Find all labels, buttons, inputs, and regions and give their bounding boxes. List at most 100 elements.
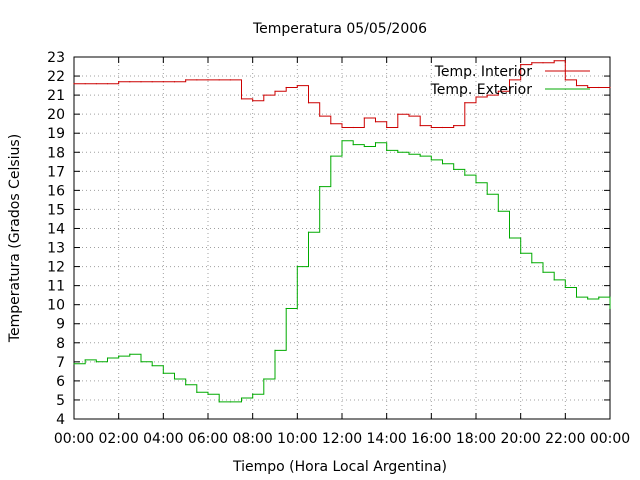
x-tick-label: 12:00 <box>322 431 362 447</box>
data-point <box>598 296 600 298</box>
data-point <box>307 231 310 233</box>
data-point <box>475 96 477 98</box>
data-point <box>330 155 332 157</box>
y-tick-label: 5 <box>56 393 65 409</box>
data-point <box>441 163 444 165</box>
data-point <box>609 307 611 310</box>
data-point <box>453 168 455 171</box>
data-point <box>196 79 198 81</box>
data-point <box>587 298 589 300</box>
y-tick-label: 17 <box>47 164 65 180</box>
data-point <box>252 100 254 102</box>
data-point <box>419 124 421 127</box>
data-point <box>497 210 499 212</box>
data-point <box>140 361 142 363</box>
data-point <box>129 81 131 83</box>
data-point <box>587 86 589 89</box>
y-tick-label: 18 <box>47 145 65 161</box>
series-line-exterior <box>74 140 611 403</box>
data-point <box>341 126 343 129</box>
data-point <box>296 265 298 268</box>
data-point <box>542 62 544 64</box>
x-tick-label: 14:00 <box>366 431 406 447</box>
y-tick-label: 4 <box>56 412 65 428</box>
data-point <box>575 84 578 87</box>
y-tick-label: 12 <box>47 260 65 276</box>
data-point <box>106 83 109 85</box>
data-point <box>173 378 176 380</box>
data-point <box>497 90 499 92</box>
y-tick-label: 13 <box>47 241 65 257</box>
data-point <box>240 397 243 399</box>
data-point <box>296 84 298 87</box>
data-point <box>229 79 231 81</box>
data-point <box>185 384 187 386</box>
legend: Temp. Interior Temp. Exterior <box>430 64 590 98</box>
data-point <box>453 124 455 127</box>
data-point <box>352 144 354 146</box>
data-point <box>419 155 421 157</box>
y-tick-label: 14 <box>47 221 65 237</box>
data-point <box>397 113 399 115</box>
data-point <box>531 262 533 264</box>
data-point <box>84 359 86 361</box>
y-tick-label: 9 <box>56 317 65 333</box>
x-tick-label: 02:00 <box>98 431 138 447</box>
data-point <box>106 357 109 359</box>
data-point <box>486 193 488 195</box>
y-tick-label: 20 <box>47 107 65 123</box>
data-point <box>319 185 321 188</box>
data-point <box>464 102 466 104</box>
data-point <box>397 151 399 153</box>
data-point <box>196 391 198 393</box>
legend-label: Temp. Interior <box>434 64 533 80</box>
data-point <box>441 126 444 129</box>
y-tick-label: 21 <box>47 88 65 104</box>
x-tick-label: 16:00 <box>411 431 451 447</box>
data-point <box>408 153 410 155</box>
y-tick-label: 22 <box>47 69 65 85</box>
y-tick-label: 6 <box>56 374 65 390</box>
data-point <box>564 79 566 81</box>
data-point <box>363 145 365 148</box>
data-point <box>352 126 354 129</box>
data-point <box>408 115 410 117</box>
legend-label: Temp. Exterior <box>430 82 533 98</box>
x-tick-label: 04:00 <box>143 431 183 447</box>
data-series <box>73 60 611 403</box>
y-tick-label: 7 <box>56 355 65 371</box>
data-point <box>475 182 477 184</box>
data-point <box>240 98 243 100</box>
data-point <box>285 86 287 89</box>
data-point <box>274 349 276 352</box>
y-axis-label: Temperatura (Grados Celsius) <box>7 134 23 343</box>
data-point <box>564 286 566 289</box>
data-point <box>185 79 187 81</box>
y-tick-label: 11 <box>47 279 65 295</box>
data-point <box>140 81 142 83</box>
data-point <box>598 86 600 89</box>
data-point <box>218 79 220 81</box>
grid-lines <box>74 57 610 419</box>
x-tick-label: 00:00 <box>54 431 94 447</box>
x-tick-label: 22:00 <box>545 431 585 447</box>
data-point <box>363 117 365 119</box>
x-tick-label: 10:00 <box>277 431 317 447</box>
data-point <box>84 83 86 85</box>
x-tick-label: 20:00 <box>500 431 540 447</box>
data-point <box>129 353 131 355</box>
data-point <box>73 363 75 365</box>
data-point <box>151 365 153 367</box>
data-point <box>330 123 332 125</box>
x-axis-label: Tiempo (Hora Local Argentina) <box>232 459 447 475</box>
data-point <box>430 126 432 129</box>
data-point <box>207 393 209 395</box>
data-point <box>520 64 522 66</box>
data-point <box>118 81 120 83</box>
data-point <box>73 83 75 85</box>
data-point <box>229 401 231 403</box>
data-point <box>508 237 511 239</box>
data-point <box>162 372 164 374</box>
